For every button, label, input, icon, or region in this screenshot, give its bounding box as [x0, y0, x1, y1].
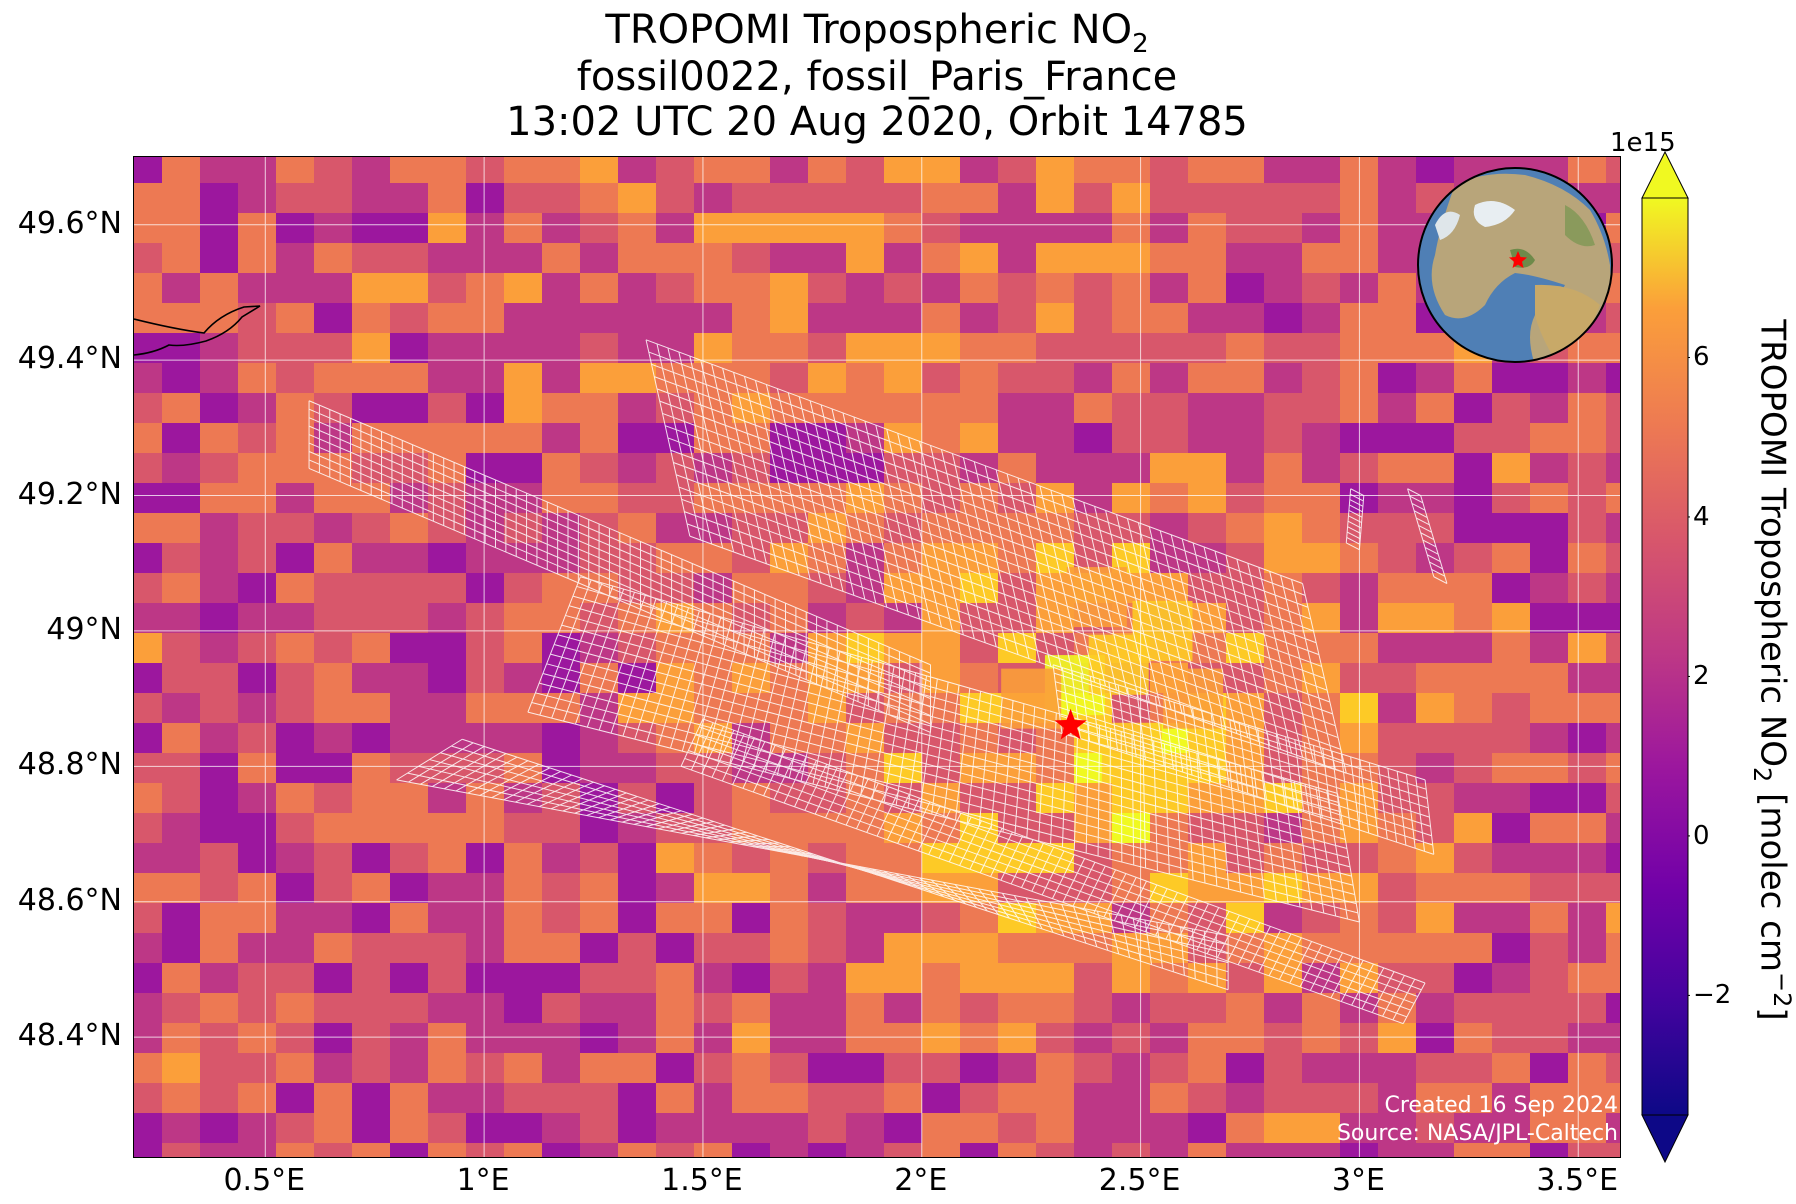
colorbar-min-arrow	[1641, 1114, 1689, 1164]
lon-tick-label: 1°E	[456, 1163, 510, 1198]
swath-north-west	[308, 400, 932, 733]
gridlines	[134, 157, 1620, 1157]
map-panel[interactable]: Created 16 Sep 2024 Source: NASA/JPL-Cal…	[133, 156, 1621, 1158]
colorbar-max-arrow	[1641, 150, 1689, 199]
lat-tick-label: 48.6°N	[17, 882, 122, 918]
colorbar-tick-label: 4	[1693, 501, 1710, 532]
plot-title-line3: 13:02 UTC 20 Aug 2020, Orbit 14785	[506, 99, 1248, 145]
swath-strip-1	[1345, 488, 1365, 551]
title-text: TROPOMI Tropospheric NO	[605, 7, 1133, 53]
swath-south	[396, 738, 1229, 991]
no2-background-pixels	[134, 157, 1620, 1157]
globe-star-icon	[1509, 251, 1527, 268]
coastline	[134, 305, 261, 356]
created-credit: Created 16 Sep 2024	[1384, 1093, 1619, 1118]
lon-tick-label: 2.5°E	[1098, 1163, 1181, 1198]
lat-tick-label: 49.6°N	[17, 205, 122, 241]
lon-tick-label: 0.5°E	[223, 1163, 306, 1198]
colorbar-label: TROPOMI Tropospheric NO2 [molec cm−2]	[1748, 319, 1796, 1020]
colorbar-tick-label: 2	[1693, 661, 1710, 692]
lon-tick-label: 2°E	[894, 1163, 948, 1198]
swath-strip-2	[1407, 488, 1448, 584]
colorbar	[1641, 150, 1690, 1164]
lat-tick-label: 49.4°N	[17, 341, 122, 377]
lat-tick-label: 49°N	[46, 611, 122, 647]
colorbar-tick-label: 6	[1693, 342, 1710, 373]
lat-tick-label: 49.2°N	[17, 476, 122, 512]
target-swaths	[308, 339, 1448, 1025]
plot-title-line2: fossil0022, fossil_Paris_France	[576, 54, 1178, 100]
lon-tick-label: 3°E	[1331, 1163, 1385, 1198]
title-subscript: 2	[1132, 29, 1149, 59]
swath-north-east	[645, 339, 1347, 774]
swath-far-south	[680, 718, 1426, 1025]
colorbar-label-sup: −2	[1768, 971, 1796, 1008]
colorbar-tick-label: 0	[1693, 820, 1710, 851]
lon-tick-label: 3.5°E	[1536, 1163, 1619, 1198]
colorbar-label-close: ]	[1752, 1007, 1793, 1021]
lon-tick-label: 1.5°E	[661, 1163, 743, 1198]
colorbar-tick-label: −2	[1693, 980, 1732, 1011]
lat-tick-label: 48.4°N	[17, 1018, 122, 1054]
swath-east	[1052, 664, 1435, 855]
colorbar-label-units: [molec cm	[1752, 782, 1793, 972]
colorbar-label-text: TROPOMI Tropospheric NO	[1752, 319, 1793, 768]
no2-map	[134, 157, 1620, 1157]
globe-icon	[1417, 167, 1613, 363]
lat-tick-label: 48.8°N	[17, 747, 122, 783]
star-icon	[1054, 708, 1087, 740]
source-credit: Source: NASA/JPL-Caltech	[1336, 1121, 1618, 1146]
plot-title-line1: TROPOMI Tropospheric NO2	[133, 8, 1621, 66]
colorbar-label-sub: 2	[1747, 767, 1776, 783]
